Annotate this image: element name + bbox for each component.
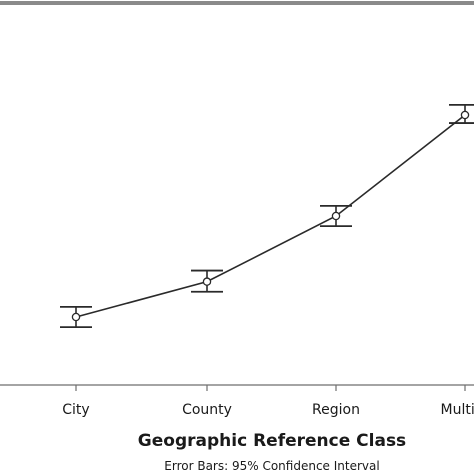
data-point-3 <box>460 110 470 120</box>
error-bar-footnote: Error Bars: 95% Confidence Interval <box>164 459 379 473</box>
x-tick-label-1: County <box>182 402 232 418</box>
x-ticks <box>75 385 466 391</box>
error-bars <box>60 104 474 329</box>
x-axis-title: Geographic Reference Class <box>138 431 406 451</box>
data-point-2 <box>331 211 341 221</box>
x-tick-label-2: Region <box>312 402 360 418</box>
x-tick-label-3: Multi-R <box>441 402 474 418</box>
series-line <box>75 114 466 318</box>
data-point-0 <box>71 312 81 322</box>
data-points <box>71 110 470 322</box>
data-point-1 <box>202 277 212 286</box>
x-tick-label-0: City <box>62 402 89 418</box>
series-path <box>75 114 466 318</box>
x-tick-labels: City County Region Multi-R <box>62 402 474 418</box>
